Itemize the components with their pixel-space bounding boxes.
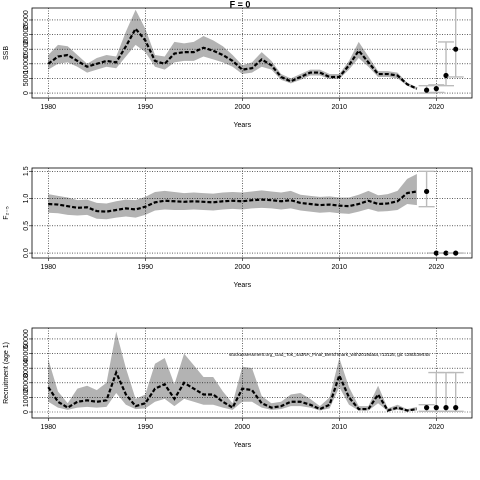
point (433, 405, 439, 411)
x-tick-label: 2000 (235, 104, 251, 111)
x-tick-label: 2020 (429, 424, 445, 431)
y-tick-label: 0.0 (23, 248, 30, 258)
x-tick-label: 1990 (138, 424, 154, 431)
y-tick-label: 5000 (23, 71, 30, 87)
y-tick-label: 1.5 (23, 166, 30, 176)
y-tick-label: 10000 (23, 54, 30, 74)
y-tick-label: 20000 (23, 25, 30, 45)
x-tick-label: 2000 (235, 264, 251, 271)
x-axis-label: Years (233, 282, 251, 289)
point (453, 46, 459, 52)
y-tick-label: 25000 (23, 10, 30, 30)
point (443, 72, 449, 79)
x-axis-label: Years (233, 122, 251, 129)
x-tick-label: 1990 (138, 264, 154, 271)
x-axis-label: Years (233, 442, 251, 449)
y-tick-label: 30000 (23, 358, 30, 378)
x-tick-label: 1980 (41, 104, 57, 111)
plot-frame (31, 327, 473, 419)
x-tick-label: 2010 (332, 264, 348, 271)
figure-title: F = 0 (230, 0, 251, 9)
point (453, 405, 459, 411)
estimate-line (47, 26, 418, 90)
x-tick-label: 2010 (332, 424, 348, 431)
annotation: stockassessment.org_Gad_Tok_4a3NA_Final_… (229, 352, 430, 357)
x-tick-label: 1980 (41, 264, 57, 271)
plot-frame (31, 7, 473, 99)
point (424, 188, 430, 195)
plot-frame (31, 167, 473, 259)
x-tick-label: 2000 (235, 424, 251, 431)
point (453, 250, 459, 256)
y-axis-label: Recruitment (age 1) (3, 342, 10, 404)
y-tick-label: 50000 (23, 329, 30, 349)
y-tick-label: 0.5 (23, 221, 30, 231)
point (424, 87, 430, 93)
y-axis-label: F₂₋₅ (3, 206, 10, 220)
point (443, 405, 449, 411)
point (443, 250, 449, 256)
point (433, 86, 439, 92)
x-tick-label: 1980 (41, 424, 57, 431)
y-tick-label: 20000 (23, 373, 30, 393)
y-tick-label: 1.0 (23, 194, 30, 204)
y-tick-label: 15000 (23, 39, 30, 59)
x-tick-label: 2010 (332, 104, 348, 111)
y-tick-label: 10000 (23, 388, 30, 408)
y-tick-label: 40000 (23, 344, 30, 364)
x-tick-label: 2020 (429, 104, 445, 111)
x-tick-label: 1990 (138, 104, 154, 111)
confidence-band (48, 331, 417, 412)
confidence-band (48, 9, 417, 91)
y-tick-label: 0 (23, 410, 30, 414)
point (433, 250, 439, 256)
y-axis-label: SSB (3, 46, 10, 60)
x-tick-label: 2020 (429, 264, 445, 271)
point (424, 405, 430, 411)
y-tick-label: 0 (23, 91, 30, 95)
estimate-line (47, 369, 418, 412)
estimate-line (48, 190, 418, 213)
